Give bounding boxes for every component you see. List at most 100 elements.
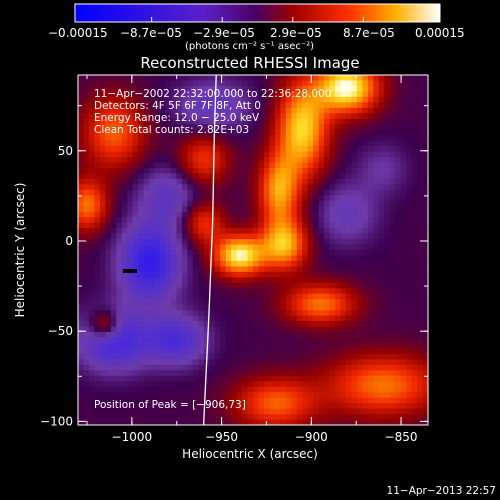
heatmap-cell [127,342,134,350]
heatmap-cell [116,85,123,93]
heatmap-cell [400,222,407,229]
heatmap-cell [88,140,96,147]
heatmap-cell [99,310,106,317]
heatmap-cell [329,217,336,224]
heatmap-cell [389,321,396,328]
heatmap-cell [324,80,331,87]
heatmap-cell [138,118,145,125]
heatmap-cell [198,211,205,218]
heatmap-cell [313,151,320,158]
heatmap-cell [302,310,309,317]
heatmap-cell [340,277,347,284]
heatmap-cell [78,217,85,224]
heatmap-cell [220,75,227,82]
heatmap-cell [160,353,167,360]
heatmap-cell [214,244,221,251]
heatmap-cell [367,375,374,382]
heatmap-cell [203,217,210,224]
heatmap-cell [335,332,342,339]
heatmap-cell [258,353,265,360]
heatmap-cell [127,304,134,311]
heatmap-cell [362,408,369,415]
heatmap-cell [296,80,303,87]
heatmap-cell [99,381,106,388]
heatmap-cell [362,113,369,120]
heatmap-cell [253,178,260,185]
heatmap-cell [99,375,106,382]
heatmap-cell [307,107,314,114]
heatmap-cell [83,184,90,191]
heatmap-cell [121,167,128,175]
heatmap-cell [192,140,199,147]
heatmap-cell [406,299,413,306]
heatmap-cell [209,337,216,344]
heatmap-cell [307,381,314,388]
heatmap-cell [192,189,199,196]
heatmap-cell [362,233,369,240]
heatmap-cell [242,140,249,147]
heatmap-cell [269,91,276,98]
heatmap-cell [154,255,161,262]
heatmap-cell [247,321,254,328]
heatmap-cell [127,397,134,404]
heatmap-cell [422,348,428,355]
heatmap-cell [296,222,303,229]
heatmap-cell [198,282,205,289]
heatmap-cell [116,146,123,153]
heatmap-cell [116,277,123,284]
heatmap-cell [417,184,424,191]
heatmap-cell [384,250,391,257]
heatmap-cell [88,315,96,322]
heatmap-cell [269,266,276,273]
heatmap-cell [149,195,156,202]
heatmap-cell [263,299,271,306]
heatmap-cell [127,157,134,164]
heatmap-cell [280,129,287,136]
heatmap-cell [302,282,309,289]
heatmap-cell [389,222,396,229]
heatmap-cell [110,244,117,251]
heatmap-cell [99,129,106,136]
heatmap-cell [149,260,156,268]
heatmap-cell [187,184,194,191]
heatmap-cell [105,353,112,360]
heatmap-cell [422,107,428,114]
chart-title: Reconstructed RHESSI Image [140,54,359,72]
heatmap-cell [422,277,428,284]
heatmap-cell [367,118,374,125]
heatmap-cell [187,244,194,251]
heatmap-cell [187,282,194,289]
heatmap-cell [160,189,167,196]
heatmap-cell [154,211,161,218]
heatmap-cell [231,266,238,273]
heatmap-cell [335,96,342,103]
heatmap-cell [335,288,342,295]
heatmap-cell [220,419,227,425]
heatmap-cell [88,151,96,158]
heatmap-cell [242,348,249,355]
heatmap-cell [99,85,106,93]
heatmap-cell [94,200,101,207]
heatmap-cell [176,326,183,333]
heatmap-cell [214,266,221,273]
heatmap-cell [138,113,145,120]
heatmap-cell [83,348,90,355]
heatmap-cell [258,195,265,202]
heatmap-cell [356,271,363,278]
heatmap-cell [132,299,139,306]
heatmap-cell [389,80,396,87]
heatmap-cell [280,260,287,268]
heatmap-cell [236,124,243,131]
heatmap-cell [373,217,380,224]
heatmap-cell [335,282,342,289]
heatmap-cell [236,228,243,235]
heatmap-cell [324,304,331,311]
heatmap-cell [318,414,325,421]
heatmap-cell [78,206,85,213]
heatmap-cell [110,222,117,229]
heatmap-cell [121,321,128,328]
heatmap-cell [395,304,402,311]
heatmap-cell [176,353,183,360]
heatmap-cell [373,304,380,311]
heatmap-cell [274,288,281,295]
